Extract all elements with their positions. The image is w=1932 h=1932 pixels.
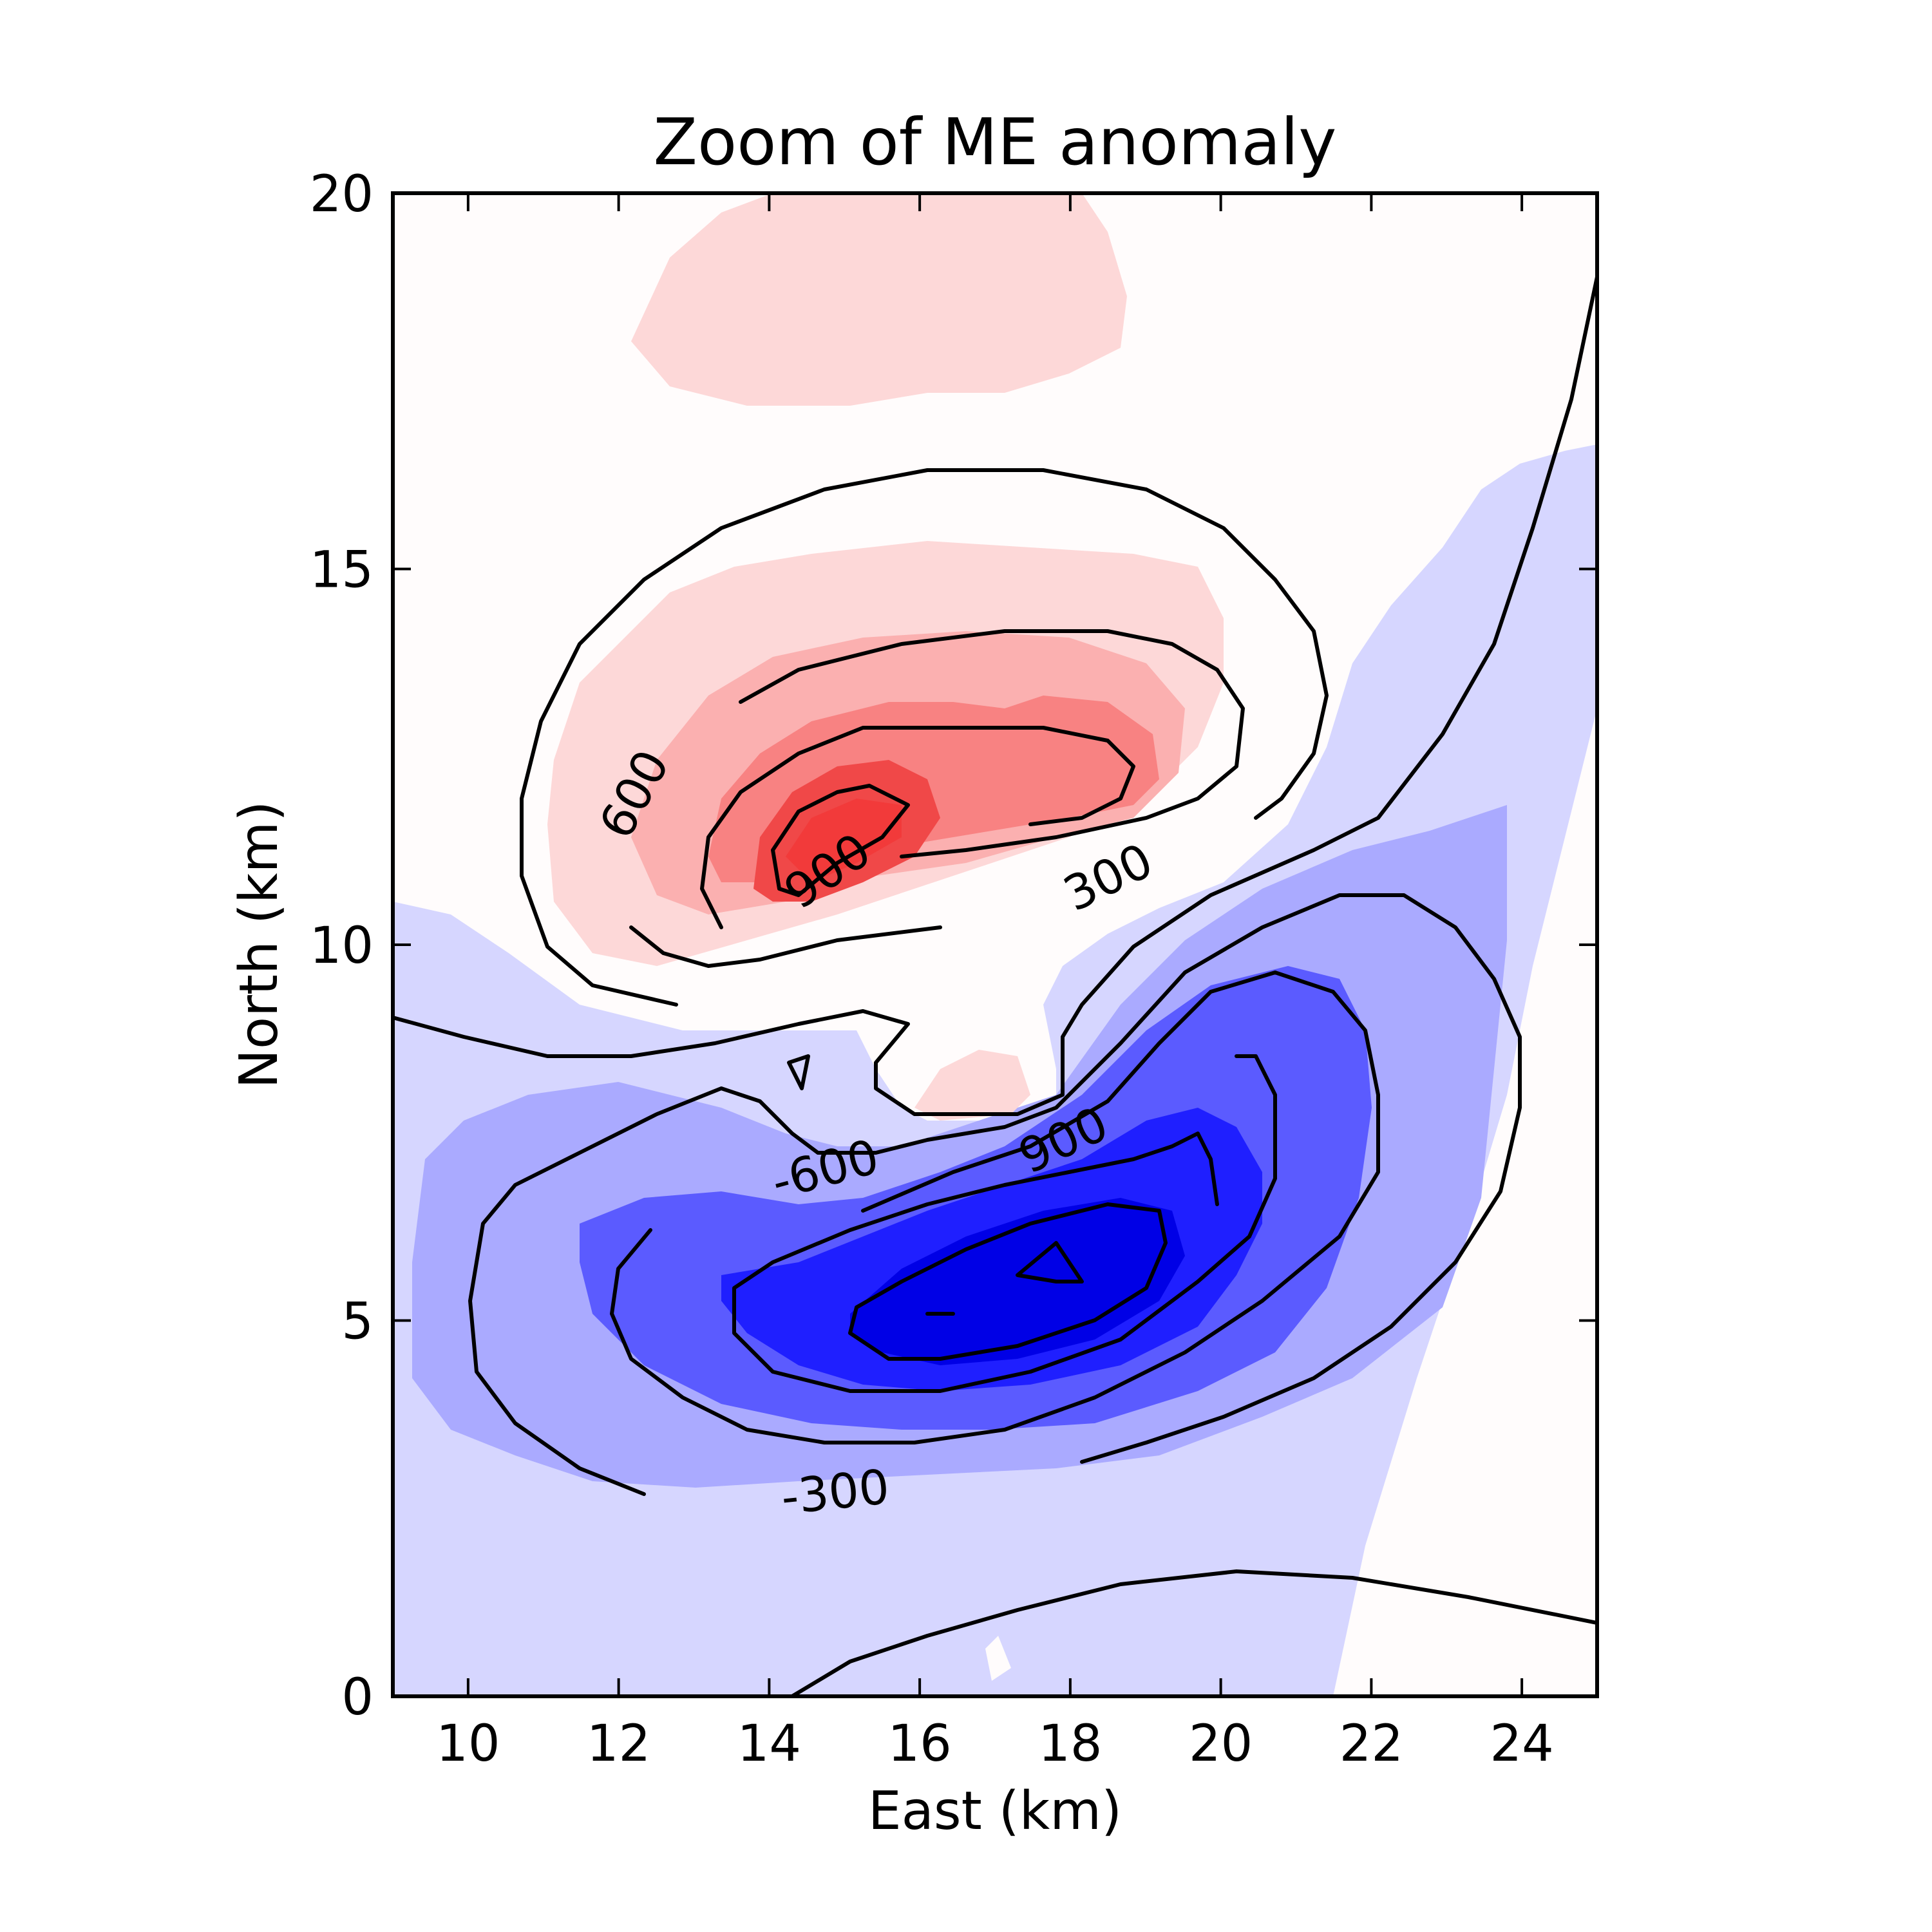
contour-line-neg-900 (732, 1054, 1277, 1393)
contour-line-pos-600b (739, 629, 1245, 858)
y-axis-label: North (km) (229, 801, 290, 1089)
contour-line-neg-600 (610, 971, 1380, 1444)
x-axis-ticks: 10 12 14 16 18 20 22 24 (436, 193, 1554, 1773)
pos-faint-blob (914, 1050, 1030, 1121)
contour-line-neg-1200-core (1016, 1241, 1084, 1283)
neg-core-region (850, 1198, 1185, 1365)
contour-line-neg-1200 (848, 1202, 1168, 1361)
y-tick-label: 15 (310, 542, 374, 600)
x-tick-label: 18 (1038, 1715, 1102, 1773)
pos-faint-top-region (631, 193, 1127, 406)
white-patch-right (1481, 1262, 1539, 1301)
pos-core-region (786, 799, 902, 882)
x-tick-label: 24 (1490, 1715, 1553, 1773)
contour-label: -300 (779, 1459, 892, 1526)
contour-line-pos-1200 (771, 784, 910, 897)
x-tick-label: 12 (587, 1715, 650, 1773)
y-tick-label: 5 (341, 1293, 374, 1351)
x-tick-label: 14 (737, 1715, 801, 1773)
chart-title: Zoom of ME anomaly (654, 104, 1337, 180)
contour-lines (393, 275, 1597, 1696)
y-axis-ticks: 0 5 10 15 20 (310, 166, 1597, 1727)
y-tick-label: 0 (341, 1669, 374, 1727)
contour-line-small-loop (787, 1054, 810, 1090)
filled-contours (393, 193, 1597, 1696)
x-tick-label: 22 (1340, 1715, 1403, 1773)
white-patch-bottom (985, 1636, 1011, 1681)
y-tick-label: 20 (310, 166, 374, 223)
contour-line-pos-600 (629, 925, 942, 968)
x-tick-label: 20 (1189, 1715, 1253, 1773)
y-tick-label: 10 (310, 917, 374, 975)
x-tick-label: 10 (436, 1715, 500, 1773)
contour-line-pos-300 (520, 468, 1329, 1007)
contour-line-pos-900 (700, 726, 1135, 929)
x-axis-label: East (km) (868, 1781, 1122, 1842)
contour-line-bottom-arc (790, 1569, 1597, 1696)
x-tick-label: 16 (887, 1715, 951, 1773)
contour-line-outer (393, 275, 1597, 1116)
contour-line-neg-300 (468, 893, 1522, 1496)
